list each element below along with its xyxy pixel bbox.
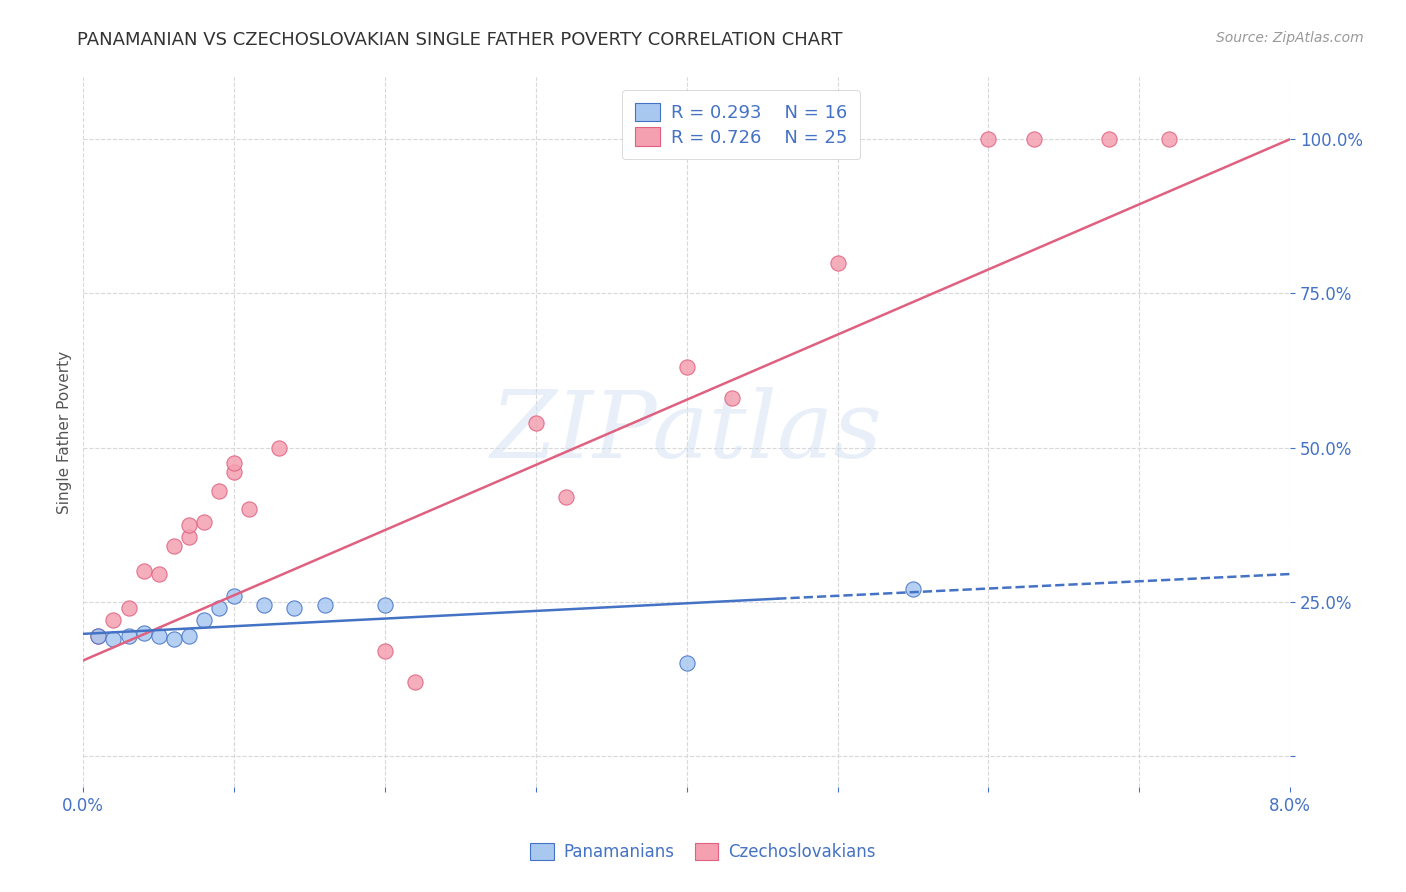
- Point: [901, 582, 924, 597]
- Point: [269, 441, 291, 455]
- Point: [177, 629, 200, 643]
- Point: [103, 613, 125, 627]
- Point: [193, 515, 215, 529]
- Point: [193, 613, 215, 627]
- Point: [224, 456, 246, 470]
- Point: [87, 629, 110, 643]
- Point: [314, 598, 336, 612]
- Legend: R = 0.293    N = 16, R = 0.726    N = 25: R = 0.293 N = 16, R = 0.726 N = 25: [621, 90, 860, 160]
- Point: [224, 465, 246, 479]
- Point: [827, 255, 849, 269]
- Point: [148, 629, 170, 643]
- Point: [977, 132, 1000, 146]
- Point: [132, 625, 155, 640]
- Point: [224, 589, 246, 603]
- Point: [675, 360, 697, 375]
- Point: [1159, 132, 1181, 146]
- Text: ZIPatlas: ZIPatlas: [491, 387, 883, 477]
- Point: [177, 517, 200, 532]
- Point: [163, 539, 186, 553]
- Legend: Panamanians, Czechoslovakians: Panamanians, Czechoslovakians: [524, 836, 882, 868]
- Point: [208, 483, 231, 498]
- Point: [374, 644, 396, 658]
- Text: Source: ZipAtlas.com: Source: ZipAtlas.com: [1216, 31, 1364, 45]
- Point: [524, 416, 547, 430]
- Point: [103, 632, 125, 646]
- Point: [1098, 132, 1121, 146]
- Point: [1022, 132, 1045, 146]
- Point: [238, 502, 260, 516]
- Y-axis label: Single Father Poverty: Single Father Poverty: [58, 351, 72, 514]
- Point: [208, 601, 231, 615]
- Point: [555, 490, 578, 504]
- Point: [117, 629, 139, 643]
- Text: PANAMANIAN VS CZECHOSLOVAKIAN SINGLE FATHER POVERTY CORRELATION CHART: PANAMANIAN VS CZECHOSLOVAKIAN SINGLE FAT…: [77, 31, 842, 49]
- Point: [132, 564, 155, 578]
- Point: [283, 601, 305, 615]
- Point: [675, 657, 697, 671]
- Point: [117, 601, 139, 615]
- Point: [721, 391, 744, 405]
- Point: [253, 598, 276, 612]
- Point: [87, 629, 110, 643]
- Point: [177, 530, 200, 544]
- Point: [148, 567, 170, 582]
- Point: [374, 598, 396, 612]
- Point: [404, 675, 426, 690]
- Point: [163, 632, 186, 646]
